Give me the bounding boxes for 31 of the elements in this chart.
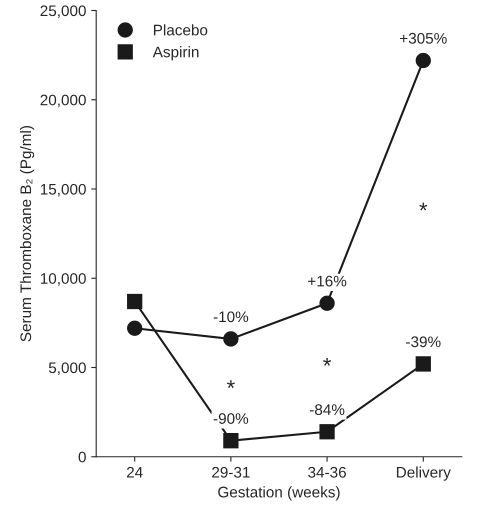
- y-tick-label: 10,000: [40, 273, 86, 286]
- x-tick-label: 34-36: [308, 466, 346, 478]
- point: [416, 52, 431, 68]
- annotation: *: [419, 202, 428, 210]
- x-tick-label: 29-31: [212, 466, 250, 478]
- x-tick-label: 24: [126, 466, 143, 478]
- annotation: +16%: [308, 276, 346, 287]
- point: [223, 331, 239, 347]
- point: [319, 296, 335, 311]
- annotation: *: [226, 380, 235, 388]
- annotation: -39%: [406, 336, 441, 348]
- y-tick-label: 5,000: [48, 362, 86, 375]
- y-tick-label: 15,000: [40, 184, 86, 196]
- legend-label: Aspirin: [152, 46, 198, 60]
- x-axis-title: Gestation (weeks): [218, 486, 340, 501]
- annotation: -90%: [214, 413, 248, 424]
- y-tick-label: 0: [78, 452, 86, 462]
- legend-label: Placebo: [154, 24, 208, 36]
- point: [127, 320, 142, 336]
- x-tick-label: Delivery: [396, 466, 451, 481]
- point: [319, 424, 335, 440]
- y-tick-label: 20,000: [40, 94, 86, 108]
- annotation: +305%: [400, 32, 447, 44]
- annotation: *: [323, 358, 332, 366]
- y-axis-title: Serum Thromboxane B₂ (Pg/ml): [20, 126, 34, 342]
- point: [223, 433, 239, 448]
- annotation: -84%: [310, 404, 344, 416]
- point: [416, 356, 431, 372]
- annotation: -10%: [214, 311, 248, 322]
- y-tick-label: 25,000: [40, 5, 86, 18]
- point: [127, 294, 142, 310]
